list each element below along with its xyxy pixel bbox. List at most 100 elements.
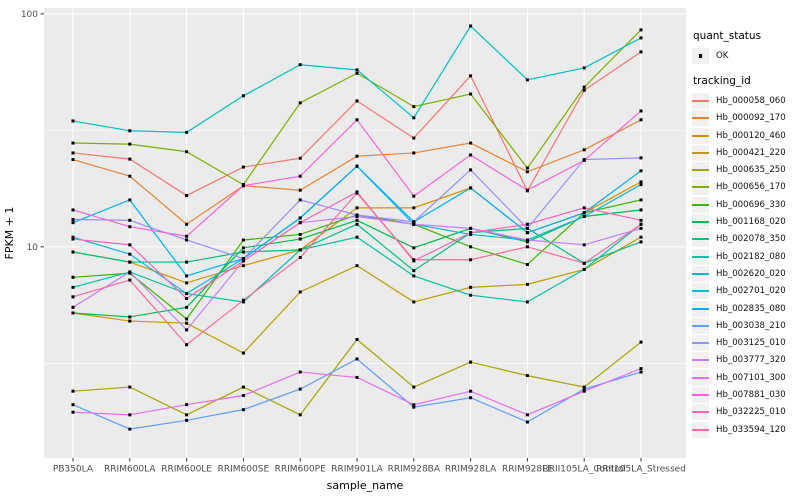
data-point — [355, 99, 359, 103]
data-point — [582, 148, 586, 152]
legend-item-label: Hb_000696_330 — [716, 199, 786, 210]
legend-key-box — [692, 110, 709, 127]
legend-gap — [692, 64, 798, 75]
series-color-line-icon — [692, 238, 709, 241]
data-point — [241, 238, 245, 242]
data-point — [128, 252, 132, 256]
y-axis-title: FPKM + 1 — [3, 207, 16, 260]
data-point — [525, 231, 529, 235]
legend-tracking-id-items: Hb_000058_060 Hb_000092_170 Hb_000120_460 H… — [692, 92, 798, 438]
data-point — [71, 305, 75, 309]
x-tick-label: RRIM600SE — [218, 465, 270, 475]
data-point — [469, 232, 473, 236]
data-point — [355, 264, 359, 268]
legend-key-box — [692, 214, 709, 231]
data-point — [525, 374, 529, 378]
data-point — [241, 165, 245, 169]
series-color-line-icon — [692, 307, 709, 310]
data-point — [639, 118, 643, 122]
series-points-Hb_003038_210 — [71, 357, 643, 431]
data-point — [355, 235, 359, 239]
data-point — [582, 85, 586, 89]
data-point — [241, 385, 245, 389]
data-point — [185, 403, 189, 407]
data-point — [469, 258, 473, 262]
data-point — [71, 221, 75, 225]
series-color-line-icon — [692, 99, 709, 102]
data-point — [469, 74, 473, 78]
data-point — [71, 237, 75, 241]
series-color-line-icon — [692, 428, 709, 431]
y-tick-label: 10 — [27, 243, 39, 253]
legend-item-label: Hb_002835_080 — [716, 303, 786, 314]
data-point — [128, 427, 132, 431]
legend-tracking-id-item: Hb_002701_020 — [692, 283, 798, 300]
data-point — [355, 68, 359, 72]
data-point — [298, 387, 302, 391]
data-point — [412, 405, 416, 409]
data-point — [185, 274, 189, 278]
data-point — [128, 225, 132, 229]
data-point — [128, 243, 132, 247]
series-color-line-icon — [692, 359, 709, 362]
data-point — [298, 248, 302, 252]
legend-quant-status-item: OK — [692, 47, 798, 64]
x-tick-label: RRIM928LA — [445, 465, 497, 475]
data-point — [241, 250, 245, 254]
legend-item-label: Hb_003038_210 — [716, 320, 786, 331]
data-point — [71, 311, 75, 315]
data-point — [639, 183, 643, 187]
data-point — [355, 206, 359, 210]
legend-panel: quant_status OK tracking_id Hb_000058_06… — [692, 30, 798, 438]
legend-item-label: Hb_000656_170 — [716, 182, 786, 193]
data-point — [469, 168, 473, 172]
data-point — [298, 63, 302, 67]
point-marker-icon — [699, 54, 703, 58]
data-point — [355, 338, 359, 342]
x-tick-label: RRIM600LE — [161, 465, 212, 475]
data-point — [298, 188, 302, 192]
legend-key-box — [692, 248, 709, 265]
legend-key-box — [692, 404, 709, 421]
data-point — [582, 158, 586, 162]
data-point — [412, 105, 416, 109]
data-point — [241, 94, 245, 98]
data-point — [412, 274, 416, 278]
data-point — [355, 154, 359, 158]
data-point — [582, 88, 586, 92]
data-point — [128, 157, 132, 161]
data-point — [185, 418, 189, 422]
data-point — [128, 270, 132, 274]
data-point — [639, 226, 643, 230]
series-color-line-icon — [692, 151, 709, 154]
data-point — [525, 222, 529, 226]
data-point — [355, 218, 359, 222]
data-point — [639, 340, 643, 344]
legend-key-box — [692, 144, 709, 161]
data-point — [298, 174, 302, 178]
data-point — [185, 317, 189, 321]
data-point — [185, 281, 189, 285]
data-point — [639, 169, 643, 173]
data-point — [241, 394, 245, 398]
series-color-line-icon — [692, 393, 709, 396]
legend-item-label: Hb_007101_300 — [716, 372, 786, 383]
data-point — [298, 101, 302, 105]
legend-tracking-id-item: Hb_000092_170 — [692, 110, 798, 127]
data-point — [298, 198, 302, 202]
x-tick-label: RRIM928BA — [388, 465, 441, 475]
data-point — [469, 245, 473, 249]
legend-tracking-id-item: Hb_000120_460 — [692, 127, 798, 144]
data-point — [185, 343, 189, 347]
data-point — [412, 220, 416, 224]
data-point — [71, 119, 75, 123]
data-point — [525, 420, 529, 424]
data-point — [71, 208, 75, 212]
data-point — [582, 214, 586, 218]
data-point — [71, 235, 75, 239]
data-point — [582, 66, 586, 70]
data-point — [525, 78, 529, 82]
series-color-line-icon — [692, 411, 709, 414]
data-point — [525, 166, 529, 170]
